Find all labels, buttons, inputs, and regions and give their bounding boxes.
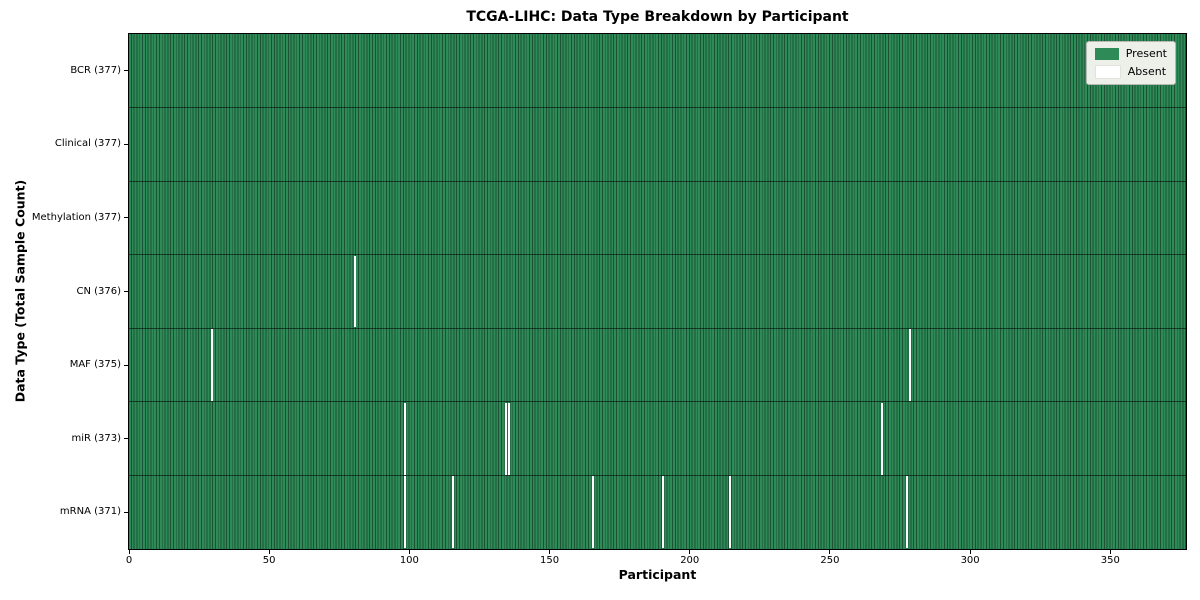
x-tick-label: 200 [680,555,700,566]
y-tick-label: Clinical (377) [54,138,121,150]
y-tick-mark [123,143,128,145]
y-tick-mark [123,364,128,366]
x-tick-mark [829,550,831,554]
x-tick-mark [268,550,270,554]
y-tick-label: CN (376) [76,285,121,297]
absent-cell [591,476,595,549]
x-tick-mark [408,550,410,554]
row-divider [129,254,1186,256]
row-divider [129,106,1186,109]
row-divider [129,327,1186,329]
absent-cell [908,329,911,401]
y-tick-mark [123,70,128,72]
legend-label-present: Present [1125,47,1167,60]
y-tick-label: mRNA (371) [59,506,121,518]
chart-title: TCGA-LIHC: Data Type Breakdown by Partic… [466,9,849,25]
absent-cell [451,476,454,549]
y-tick-mark [123,438,128,440]
legend-label-absent: Absent [1127,65,1167,78]
absent-cell [729,476,732,549]
x-tick-mark [549,550,551,554]
row-divider [129,401,1186,403]
absent-cell [880,402,883,475]
absent-cell [210,329,213,401]
y-tick-mark [123,217,128,219]
x-tick-mark [969,550,971,554]
legend-swatch-absent-icon [1094,65,1121,79]
y-tick-mark [123,291,128,292]
absent-cell [353,255,356,328]
y-tick-label: Methylation (377) [31,211,121,223]
x-tick-label: 100 [399,555,419,566]
y-tick-label: miR (373) [71,432,121,444]
x-tick-label: 50 [262,555,276,566]
row-divider [129,180,1186,182]
absent-cell [404,476,407,549]
y-tick-label: BCR (377) [70,64,121,76]
legend-item-present: Present [1094,47,1167,61]
row-divider [129,474,1186,477]
absent-cell [505,402,508,475]
x-tick-label: 250 [820,555,840,566]
legend-item-absent: Absent [1094,65,1167,79]
x-tick-label: 300 [960,555,980,566]
absent-cell [662,476,665,549]
x-tick-label: 0 [125,555,133,566]
x-axis-label: Participant [618,567,697,582]
y-tick-label: MAF (375) [69,359,121,371]
absent-cell [905,476,909,549]
x-tick-mark [689,550,691,554]
x-tick-mark [1109,550,1111,554]
x-tick-mark [128,550,130,554]
absent-cell [507,402,510,475]
absent-cell [404,402,407,475]
y-tick-mark [123,511,128,513]
plot-area: Present Absent [129,34,1186,549]
x-tick-label: 350 [1100,555,1120,566]
x-tick-label: 150 [540,555,560,566]
legend: Present Absent [1085,41,1176,85]
legend-swatch-present-icon [1094,48,1119,60]
